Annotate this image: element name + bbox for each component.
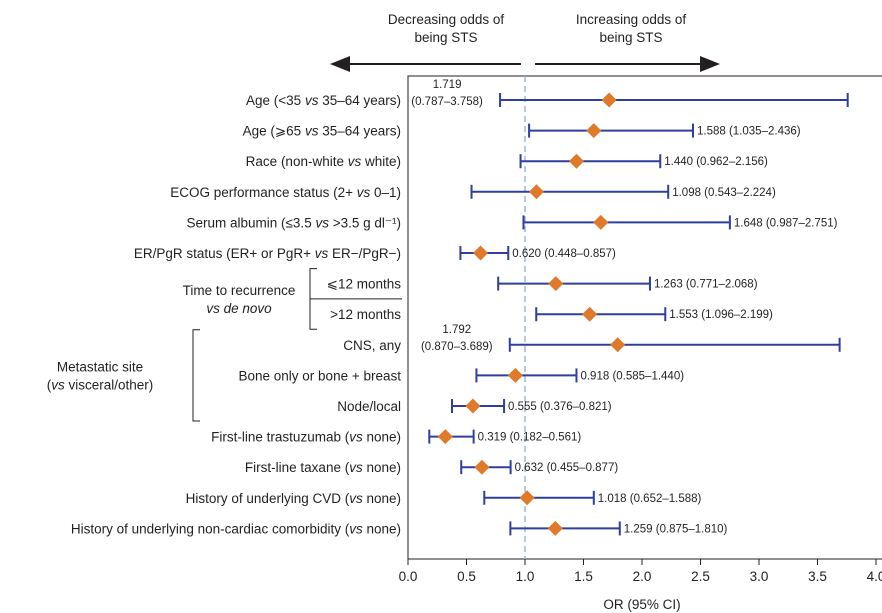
- row-label: History of underlying CVD (vs none): [186, 491, 401, 506]
- group-label: (vs visceral/other): [47, 377, 154, 392]
- x-tick-label: 2.5: [691, 569, 710, 584]
- x-tick-label: 0.0: [399, 569, 418, 584]
- row-label: Age (<35 vs 35–64 years): [246, 93, 401, 108]
- forest-row: History of underlying non-cardiac comorb…: [71, 520, 728, 536]
- forest-row: CNS, any 1.792 (0.870–3.689): [343, 324, 841, 353]
- ci-annotation: 0.555 (0.376–0.821): [508, 401, 612, 413]
- forest-row: Race (non-white vs white) 1.440 (0.962–2.…: [246, 153, 768, 169]
- forest-row: Node/local 0.555 (0.376–0.821): [337, 398, 612, 414]
- forest-rows: Age (<35 vs 35–64 years) 1.719 (0.787–3.75…: [71, 79, 849, 536]
- row-label: Age (⩾65 vs 35–64 years): [243, 124, 401, 139]
- ci-annotation: 1.719 (0.787–3.758): [411, 79, 483, 108]
- direction-left-text: being STS: [414, 30, 477, 45]
- forest-row: History of underlying CVD (vs none) 1.018…: [186, 490, 702, 506]
- point-estimate: [610, 337, 626, 353]
- row-label: Serum albumin (≤3.5 vs >3.5 g dl⁻¹): [186, 215, 401, 230]
- ci-annotation: 1.440 (0.962–2.156): [664, 156, 768, 168]
- ci-annotation: 1.259 (0.875–1.810): [624, 523, 728, 535]
- ci-annotation: 1.648 (0.987–2.751): [734, 217, 838, 229]
- row-label: Node/local: [337, 399, 401, 414]
- point-estimate: [582, 306, 598, 322]
- point-estimate: [507, 367, 523, 383]
- forest-row: First-line taxane (vs none) 0.632 (0.455–…: [245, 459, 619, 475]
- point-estimate: [437, 429, 453, 445]
- row-label: >12 months: [330, 307, 401, 322]
- right-arrow-icon: [700, 56, 720, 72]
- point-estimate: [568, 153, 584, 169]
- point-estimate: [593, 214, 609, 230]
- row-label: First-line trastuzumab (vs none): [211, 430, 401, 445]
- point-estimate: [473, 245, 489, 261]
- plot-frame: [407, 75, 882, 560]
- point-estimate: [548, 276, 564, 292]
- x-tick-label: 3.5: [808, 569, 827, 584]
- ci-annotation: 0.632 (0.455–0.877): [515, 462, 619, 474]
- ci-annotation: 1.018 (0.652–1.588): [598, 493, 702, 505]
- forest-row: Age (<35 vs 35–64 years) 1.719 (0.787–3.75…: [246, 79, 849, 108]
- point-estimate: [547, 520, 563, 536]
- ci-annotation: 1.098 (0.543–2.224): [672, 187, 776, 199]
- forest-row: Serum albumin (≤3.5 vs >3.5 g dl⁻¹) 1.648…: [186, 214, 838, 230]
- x-tick-label: 3.0: [750, 569, 769, 584]
- row-label: CNS, any: [343, 338, 401, 353]
- group-label: vs de novo: [206, 301, 272, 316]
- forest-row: Bone only or bone + breast 0.918 (0.585–1…: [239, 367, 684, 383]
- group-label: Time to recurrence: [183, 283, 296, 298]
- x-tick-label: 0.5: [457, 569, 476, 584]
- ci-annotation: 1.553 (1.096–2.199): [669, 309, 773, 321]
- point-estimate: [519, 490, 535, 506]
- direction-right-text: Increasing odds of: [576, 12, 687, 27]
- row-label: First-line taxane (vs none): [245, 460, 401, 475]
- forest-row: ECOG performance status (2+ vs 0–1) 1.098…: [170, 184, 776, 200]
- ci-annotation: 0.319 (0.182–0.561): [478, 432, 582, 444]
- direction-left-text: Decreasing odds of: [388, 12, 505, 27]
- ci-annotation: 1.263 (0.771–2.068): [654, 279, 758, 291]
- forest-row: Age (⩾65 vs 35–64 years) 1.588 (1.035–2.4…: [243, 123, 801, 139]
- bracket-line: [192, 329, 200, 422]
- point-estimate: [465, 398, 481, 414]
- x-axis-label: OR (95% CI): [603, 597, 680, 612]
- x-tick-label: 1.0: [516, 569, 535, 584]
- row-label: History of underlying non-cardiac comorb…: [71, 521, 401, 536]
- forest-row: First-line trastuzumab (vs none) 0.319 (0…: [211, 429, 581, 445]
- x-tick-label: 2.0: [633, 569, 652, 584]
- ci-annotation: 1.588 (1.035–2.436): [697, 126, 801, 138]
- group-label: Metastatic site: [57, 359, 143, 374]
- row-label: Bone only or bone + breast: [239, 368, 402, 383]
- row-label: ⩽12 months: [327, 277, 402, 292]
- ci-annotation: 0.620 (0.448–0.857): [512, 248, 616, 260]
- group-bracket: Metastatic site (vs visceral/other): [47, 329, 200, 422]
- direction-header: Decreasing odds of being STS Increasing od…: [330, 12, 720, 72]
- point-estimate: [474, 459, 490, 475]
- direction-right-text: being STS: [599, 30, 662, 45]
- row-label: ECOG performance status (2+ vs 0–1): [170, 185, 401, 200]
- row-label: ER/PgR status (ER+ or PgR+ vs ER−/PgR−): [134, 246, 401, 261]
- point-estimate: [528, 184, 544, 200]
- forest-row: ⩽12 months 1.263 (0.771–2.068): [327, 276, 758, 292]
- x-axis: 0.0 0.5 1.0 1.5 2.0 2.5 3.0 3.5 4.0: [399, 559, 882, 584]
- group-labels: Time to recurrence vs de novo Metastatic s…: [47, 268, 402, 422]
- x-tick-label: 4.0: [867, 569, 882, 584]
- left-arrow-icon: [330, 56, 350, 72]
- group-bracket: Time to recurrence vs de novo: [183, 268, 402, 330]
- point-estimate: [601, 92, 617, 108]
- forest-row: ER/PgR status (ER+ or PgR+ vs ER−/PgR−) 0…: [134, 245, 616, 261]
- ci-annotation: 0.918 (0.585–1.440): [580, 370, 684, 382]
- ci-annotation: 1.792 (0.870–3.689): [421, 324, 493, 353]
- x-tick-label: 1.5: [574, 569, 593, 584]
- row-label: Race (non-white vs white): [246, 154, 401, 169]
- point-estimate: [586, 123, 602, 139]
- forest-row: >12 months 1.553 (1.096–2.199): [330, 306, 773, 322]
